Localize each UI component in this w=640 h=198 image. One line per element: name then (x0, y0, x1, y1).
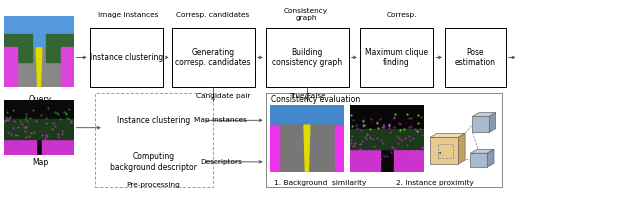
Text: Descriptors: Descriptors (200, 159, 242, 165)
Text: Image instances: Image instances (98, 12, 158, 18)
FancyBboxPatch shape (266, 93, 502, 187)
Text: Corresp.: Corresp. (387, 12, 417, 18)
Text: Pose
estimation: Pose estimation (454, 48, 496, 67)
Text: Query: Query (29, 94, 52, 104)
Text: Generating
corresp. candidates: Generating corresp. candidates (175, 48, 251, 67)
Text: Instance clustering: Instance clustering (90, 53, 163, 62)
FancyBboxPatch shape (90, 28, 163, 87)
FancyBboxPatch shape (360, 28, 433, 87)
Text: Maximum clique
finding: Maximum clique finding (365, 48, 428, 67)
Text: 1. Background  similarity: 1. Background similarity (274, 180, 366, 186)
Text: Consistency evaluation: Consistency evaluation (271, 95, 360, 104)
Text: Consistency
graph: Consistency graph (284, 8, 328, 21)
Text: Map: Map (32, 158, 49, 167)
FancyBboxPatch shape (95, 93, 213, 187)
FancyBboxPatch shape (104, 101, 203, 140)
Text: 2. Instance proximity: 2. Instance proximity (396, 180, 474, 186)
FancyBboxPatch shape (172, 28, 255, 87)
Text: Instance clustering: Instance clustering (116, 116, 190, 125)
Text: True/False: True/False (289, 93, 326, 99)
Text: Pre-processing: Pre-processing (127, 182, 180, 188)
FancyBboxPatch shape (266, 28, 349, 87)
Text: Map instances: Map instances (195, 117, 247, 123)
Text: Computing
background descriptor: Computing background descriptor (110, 152, 196, 171)
FancyBboxPatch shape (104, 143, 203, 181)
Text: Building
consistency graph: Building consistency graph (272, 48, 342, 67)
FancyBboxPatch shape (445, 28, 506, 87)
Text: Candidate pair: Candidate pair (196, 93, 250, 99)
Text: Corresp. candidates: Corresp. candidates (176, 12, 249, 18)
